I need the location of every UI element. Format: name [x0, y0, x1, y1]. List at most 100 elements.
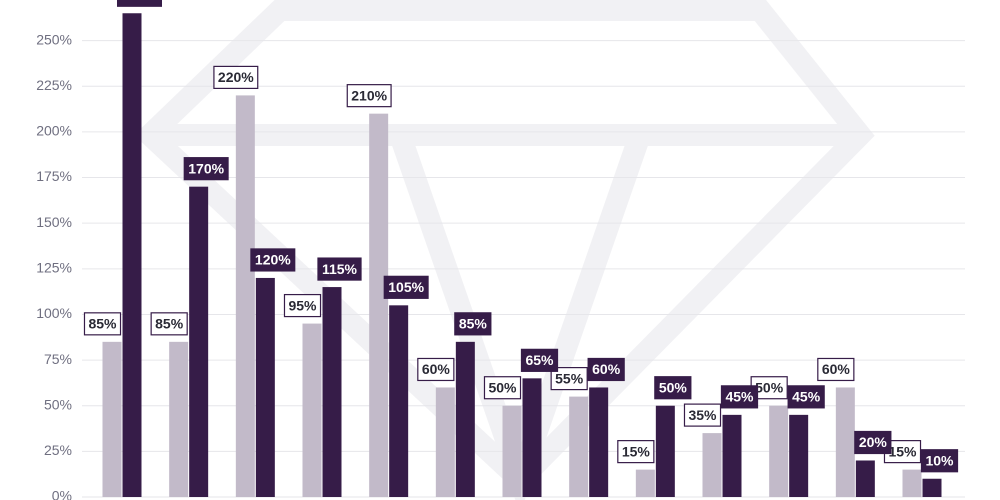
value-label: 45% [720, 385, 759, 409]
value-label-box [520, 348, 559, 372]
value-label-box [454, 312, 492, 336]
value-label-text: 85% [88, 316, 117, 332]
bar [835, 387, 855, 497]
value-label-text: 65% [525, 352, 554, 368]
bar [435, 387, 455, 497]
value-label-box [346, 84, 392, 108]
value-label-text: 45% [792, 389, 821, 405]
value-label: 15% [617, 440, 655, 464]
value-label: 85% [83, 312, 122, 336]
value-label-text: 265% [122, 0, 158, 3]
bar [502, 405, 522, 497]
bar [722, 414, 742, 497]
value-label: 55% [550, 367, 588, 391]
value-label-text: 170% [188, 160, 224, 176]
value-label: 50% [654, 376, 692, 400]
bar [569, 396, 589, 497]
value-label-text: 15% [888, 443, 917, 459]
y-tick-label: 0% [52, 488, 72, 500]
value-label-box [116, 0, 163, 7]
bar [702, 433, 722, 497]
y-tick-label: 50% [44, 396, 72, 412]
value-label-text: 85% [155, 316, 184, 332]
value-label-text: 15% [622, 443, 651, 459]
y-tick-label: 225% [36, 77, 72, 93]
value-label: 65% [520, 348, 559, 372]
value-label-box [317, 257, 362, 281]
value-label-text: 50% [755, 379, 784, 395]
bar [789, 414, 809, 497]
bar [122, 13, 142, 497]
value-label-box [550, 367, 588, 391]
value-label-box [83, 312, 122, 336]
value-label: 35% [683, 403, 722, 427]
bar [369, 113, 389, 498]
value-label-box [483, 376, 522, 400]
value-label-text: 50% [488, 379, 517, 395]
y-tick-label: 100% [36, 305, 72, 321]
bar [255, 277, 275, 497]
value-label-text: 105% [388, 279, 424, 295]
value-label-box [787, 385, 825, 409]
watermark-diamond [134, 0, 875, 496]
value-label-text: 20% [859, 434, 888, 450]
value-label: 95% [283, 293, 322, 318]
value-label-text: 95% [288, 297, 317, 313]
value-label-text: 35% [688, 407, 717, 423]
value-label: 85% [150, 312, 188, 336]
bar [522, 378, 542, 497]
value-label: 265% [116, 0, 163, 7]
value-label: 115% [317, 257, 362, 281]
bar [769, 405, 789, 497]
value-label-box [720, 385, 759, 409]
y-tick-label: 25% [44, 442, 72, 458]
bar [922, 478, 942, 497]
value-label: 50% [483, 376, 522, 400]
value-label: 60% [817, 357, 855, 382]
value-label-box [854, 430, 892, 455]
bar [389, 305, 409, 497]
value-label-box [683, 403, 722, 427]
bar [655, 405, 675, 497]
value-label-text: 120% [255, 252, 291, 268]
value-label-box [250, 248, 296, 272]
value-label: 10% [920, 449, 959, 473]
value-label: 85% [454, 312, 492, 336]
bar [189, 186, 209, 497]
value-label-text: 60% [592, 361, 621, 377]
value-label: 170% [183, 157, 229, 181]
y-tick-label: 275% [36, 0, 72, 2]
y-tick-label: 175% [36, 168, 72, 184]
value-label-text: 45% [725, 389, 754, 405]
bar [635, 469, 655, 497]
bar [589, 387, 609, 497]
value-label-box [383, 275, 429, 299]
value-label-box [150, 312, 188, 336]
value-label: 15% [883, 440, 922, 464]
y-tick-label: 125% [36, 260, 72, 276]
value-label-box [817, 357, 855, 382]
y-tick-label: 75% [44, 351, 72, 367]
bar [169, 341, 189, 497]
value-label-box [587, 357, 625, 382]
value-label-box [920, 449, 959, 473]
bar [322, 287, 342, 497]
value-label-text: 60% [822, 361, 851, 377]
value-label-text: 220% [218, 69, 254, 85]
value-label-text: 50% [659, 379, 688, 395]
value-label: 105% [383, 275, 429, 299]
value-label: 20% [854, 430, 892, 455]
y-tick-label: 200% [36, 123, 72, 139]
y-tick-label: 150% [36, 214, 72, 230]
value-label-text: 10% [925, 452, 954, 468]
value-label: 220% [213, 65, 259, 90]
value-label-text: 115% [322, 261, 358, 277]
value-label-text: 210% [351, 87, 387, 103]
bar [902, 469, 922, 497]
value-label-box [183, 157, 229, 181]
bar [455, 341, 475, 497]
bar [102, 341, 122, 497]
value-label: 120% [250, 248, 296, 272]
value-label: 45% [787, 385, 825, 409]
